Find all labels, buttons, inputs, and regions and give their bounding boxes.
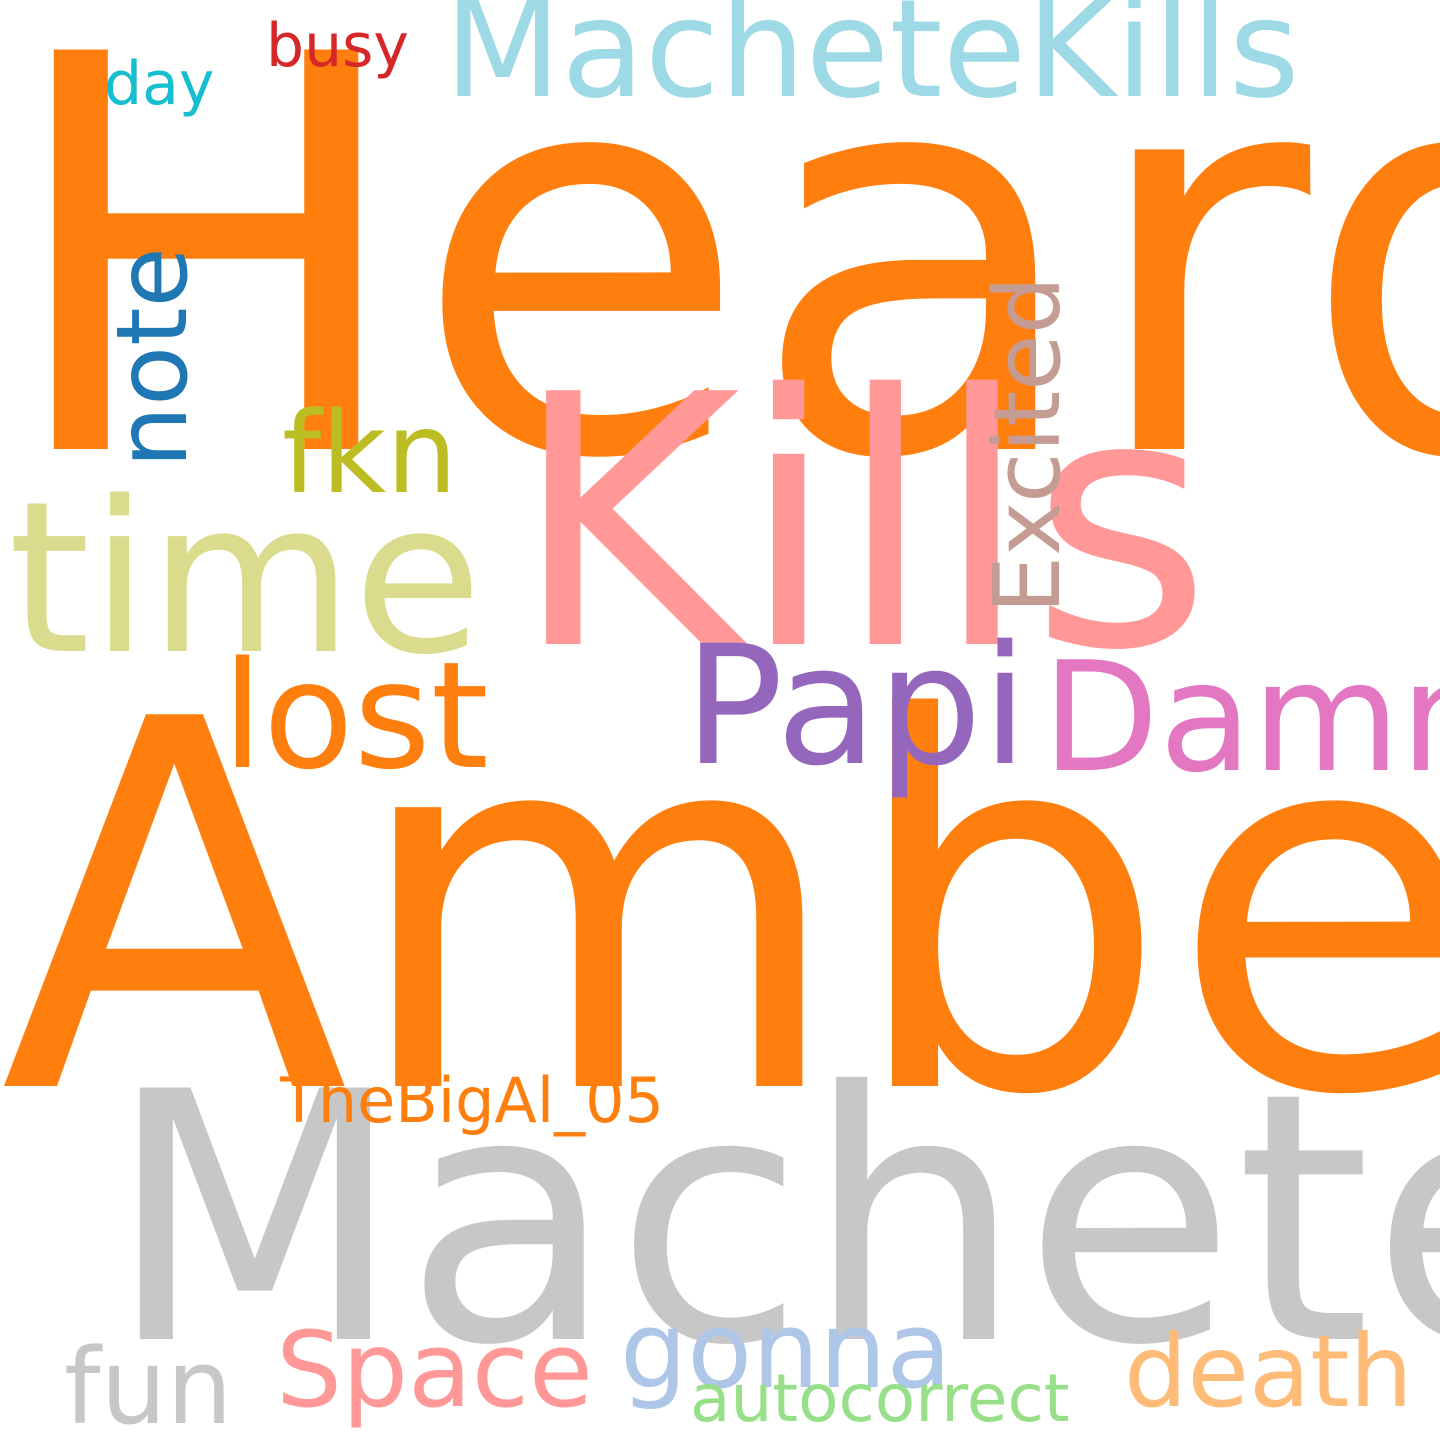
word-day: day bbox=[104, 49, 215, 119]
word-death: death bbox=[1124, 1313, 1413, 1430]
word-note: note bbox=[96, 247, 210, 468]
word-papi: Papi bbox=[684, 610, 1028, 802]
word-damn: Damn bbox=[1042, 629, 1440, 806]
word-fkn: fkn bbox=[282, 389, 458, 519]
word-busy: busy bbox=[266, 11, 409, 81]
word-amber: Amber bbox=[0, 614, 1440, 1207]
word-lost: lost bbox=[222, 630, 489, 802]
word-time: time bbox=[8, 456, 483, 701]
word-heard: Heard bbox=[0, 0, 1440, 579]
word-fun: fun bbox=[64, 1326, 233, 1440]
word-thebigal-05: TheBigAl_05 bbox=[280, 1064, 664, 1137]
word-excited: Excited bbox=[974, 275, 1081, 614]
word-machete: Machete bbox=[106, 1020, 1440, 1421]
word-space: Space bbox=[276, 1309, 593, 1431]
word-autocorrect: autocorrect bbox=[690, 1360, 1070, 1437]
word-gonna: gonna bbox=[620, 1289, 952, 1412]
word-machete-kills: MacheteKills bbox=[444, 0, 1300, 129]
word-kills: Kills bbox=[512, 322, 1212, 727]
